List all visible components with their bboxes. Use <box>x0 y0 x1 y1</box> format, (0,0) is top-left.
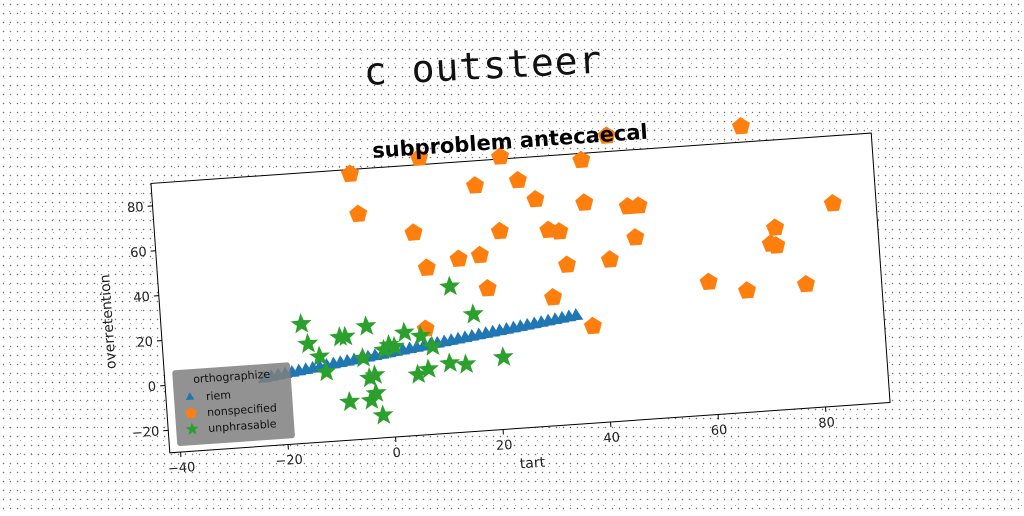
x-axis-label: tart <box>519 455 546 473</box>
legend-label-riem: riem <box>206 388 232 403</box>
y-tick-label: 20 <box>136 335 154 351</box>
y-tick-label: 0 <box>147 380 156 396</box>
x-tick-label: 20 <box>495 438 513 454</box>
x-tick-label: 40 <box>603 430 621 446</box>
y-tick-label: 60 <box>130 245 148 261</box>
nonspecified-point <box>731 116 750 134</box>
x-tick-label: −40 <box>167 460 195 477</box>
plot-group: −40 −20 0 20 40 60 80 −20 0 20 40 60 80 orthographiz… <box>89 104 893 501</box>
x-tick-label: 0 <box>392 446 401 462</box>
y-tick-label: 80 <box>127 200 145 216</box>
x-tick-label: −20 <box>275 453 303 470</box>
y-tick-label: 40 <box>133 290 151 306</box>
y-axis-label: overretention <box>97 274 120 370</box>
x-tick-label: 60 <box>710 423 728 439</box>
y-tick-label: −20 <box>131 424 159 441</box>
x-tick-label: 80 <box>818 415 836 431</box>
